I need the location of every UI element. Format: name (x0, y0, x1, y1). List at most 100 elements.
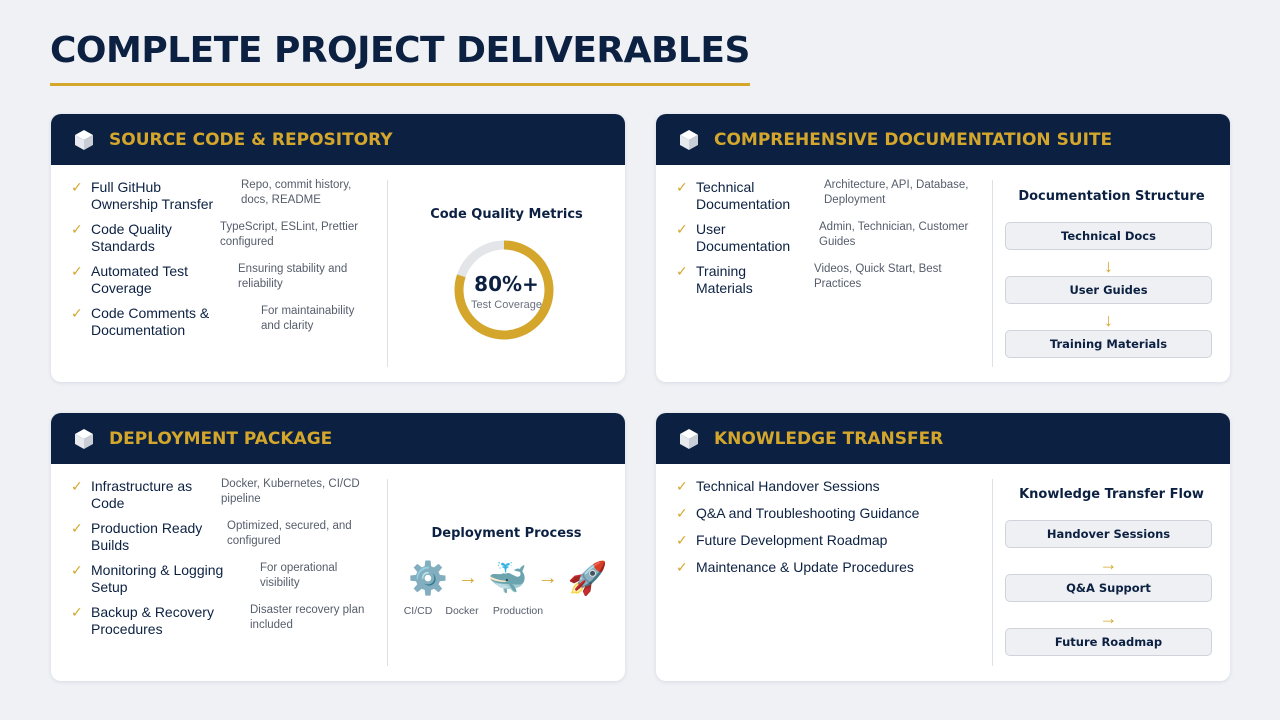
check-icon: ✓ (676, 263, 688, 279)
divider (992, 180, 993, 367)
whale-icon: 🐳 (487, 560, 528, 596)
list-item: ✓ Code Comments & Documentation For main… (71, 305, 371, 339)
card-documentation: COMPREHENSIVE DOCUMENTATION SUITE ✓ Tech… (656, 114, 1230, 382)
divider (992, 479, 993, 666)
item-label: Automated Test Coverage (91, 263, 189, 296)
flow-title: Knowledge Transfer Flow (1019, 487, 1204, 502)
card-header: KNOWLEDGE TRANSFER (656, 413, 1230, 464)
list-item: ✓ Production Ready Builds Optimized, sec… (71, 520, 371, 554)
divider (387, 180, 388, 367)
item-label: Full GitHub Ownership Transfer (91, 179, 214, 212)
list-item: ✓ Monitoring & Logging Setup For operati… (71, 562, 371, 596)
item-label: Training Materials (696, 263, 753, 296)
check-icon: ✓ (71, 604, 83, 620)
list-item: ✓ Future Development Roadmap (676, 532, 976, 549)
list-item: ✓ Automated Test Coverage Ensuring stabi… (71, 263, 371, 297)
check-icon: ✓ (676, 478, 688, 494)
cube-icon (680, 428, 698, 449)
item-label: Technical Documentation (696, 179, 791, 212)
deliverable-list: ✓ Infrastructure as Code Docker, Kuberne… (71, 478, 371, 646)
item-desc: TypeScript, ESLint, Prettier configured (220, 221, 359, 248)
deployment-process-panel: Deployment Process ⚙️ → 🐳 → 🚀 CI/CD Dock… (388, 464, 625, 681)
item-desc: Videos, Quick Start, Best Practices (814, 263, 942, 290)
card-knowledge-transfer: KNOWLEDGE TRANSFER ✓ Technical Handover … (656, 413, 1230, 681)
card-deployment: DEPLOYMENT PACKAGE ✓ Infrastructure as C… (51, 413, 625, 681)
process-step-label: Docker (445, 605, 479, 617)
cube-icon (75, 129, 93, 150)
structure-step: User Guides (1005, 276, 1212, 304)
cube-icon (75, 428, 93, 449)
process-step-label: Production (492, 605, 544, 617)
coverage-donut (454, 240, 554, 340)
check-icon: ✓ (71, 179, 83, 195)
item-label: Code Comments & Documentation (91, 305, 210, 338)
page-title: COMPLETE PROJECT DELIVERABLES (50, 30, 750, 86)
flow-step: Handover Sessions (1005, 520, 1212, 548)
check-icon: ✓ (71, 520, 83, 536)
deliverable-list: ✓ Full GitHub Ownership Transfer Repo, c… (71, 179, 371, 347)
item-desc: Disaster recovery plan included (250, 604, 365, 631)
rocket-icon: 🚀 (567, 560, 608, 596)
card-header: COMPREHENSIVE DOCUMENTATION SUITE (656, 114, 1230, 165)
list-item: ✓ Q&A and Troubleshooting Guidance (676, 505, 976, 522)
documentation-structure-panel: Documentation Structure Technical Docs ↓… (993, 165, 1230, 382)
deliverable-list: ✓ Technical Handover Sessions ✓ Q&A and … (676, 478, 976, 586)
arrow-right-icon: → (1099, 554, 1118, 574)
list-item: ✓ Technical Handover Sessions (676, 478, 976, 495)
item-label: Monitoring & Logging Setup (91, 562, 224, 595)
check-icon: ✓ (676, 179, 688, 195)
arrow-right-icon: → (1099, 608, 1118, 628)
item-label: Technical Handover Sessions (696, 478, 880, 494)
item-label: Infrastructure as Code (91, 478, 193, 511)
item-label: Future Development Roadmap (696, 532, 888, 548)
list-item: ✓ Maintenance & Update Procedures (676, 559, 976, 576)
check-icon: ✓ (676, 221, 688, 237)
arrow-down-icon: ↓ (1104, 310, 1113, 330)
item-label: Production Ready Builds (91, 520, 203, 553)
gear-icon: ⚙️ (408, 560, 448, 596)
card-header: SOURCE CODE & REPOSITORY (51, 114, 625, 165)
metric-label: Test Coverage (471, 299, 542, 311)
check-icon: ✓ (71, 305, 83, 321)
metric-title: Code Quality Metrics (430, 207, 583, 222)
knowledge-flow-panel: Knowledge Transfer Flow Handover Session… (993, 464, 1230, 681)
check-icon: ✓ (676, 505, 688, 521)
code-quality-panel: Code Quality Metrics 80%+ Test Coverage (388, 165, 625, 382)
structure-title: Documentation Structure (1018, 189, 1205, 204)
list-item: ✓ Technical Documentation Architecture, … (676, 179, 976, 213)
flow-step: Future Roadmap (1005, 628, 1212, 656)
card-header: DEPLOYMENT PACKAGE (51, 413, 625, 464)
check-icon: ✓ (71, 562, 83, 578)
list-item: ✓ User Documentation Admin, Technician, … (676, 221, 976, 255)
donut-fill (454, 240, 554, 340)
list-item: ✓ Full GitHub Ownership Transfer Repo, c… (71, 179, 371, 213)
list-item: ✓ Backup & Recovery Procedures Disaster … (71, 604, 371, 638)
item-label: Q&A and Troubleshooting Guidance (696, 505, 920, 521)
structure-step: Training Materials (1005, 330, 1212, 358)
check-icon: ✓ (71, 478, 83, 494)
item-label: Code Quality Standards (91, 221, 172, 254)
card-title: COMPREHENSIVE DOCUMENTATION SUITE (714, 129, 1113, 150)
arrow-right-icon: → (457, 566, 478, 589)
cube-icon (680, 129, 698, 150)
process-step-label: CI/CD (403, 605, 433, 617)
arrow-down-icon: ↓ (1104, 256, 1113, 276)
item-desc: Docker, Kubernetes, CI/CD pipeline (221, 478, 360, 505)
item-desc: Admin, Technician, Customer Guides (819, 221, 969, 248)
list-item: ✓ Code Quality Standards TypeScript, ESL… (71, 221, 371, 255)
check-icon: ✓ (676, 532, 688, 548)
structure-step: Technical Docs (1005, 222, 1212, 250)
item-desc: Optimized, secured, and configured (227, 520, 352, 547)
card-source-code: SOURCE CODE & REPOSITORY ✓ Full GitHub O… (51, 114, 625, 382)
check-icon: ✓ (71, 221, 83, 237)
item-label: Backup & Recovery Procedures (91, 604, 214, 637)
arrow-right-icon: → (537, 566, 558, 589)
card-title: SOURCE CODE & REPOSITORY (109, 129, 393, 150)
card-title: DEPLOYMENT PACKAGE (109, 428, 333, 449)
divider (387, 479, 388, 666)
deliverable-list: ✓ Technical Documentation Architecture, … (676, 179, 976, 305)
flow-step: Q&A Support (1005, 574, 1212, 602)
item-desc: For maintainability and clarity (261, 305, 355, 332)
item-desc: For operational visibility (260, 562, 338, 589)
process-title: Deployment Process (431, 526, 582, 541)
